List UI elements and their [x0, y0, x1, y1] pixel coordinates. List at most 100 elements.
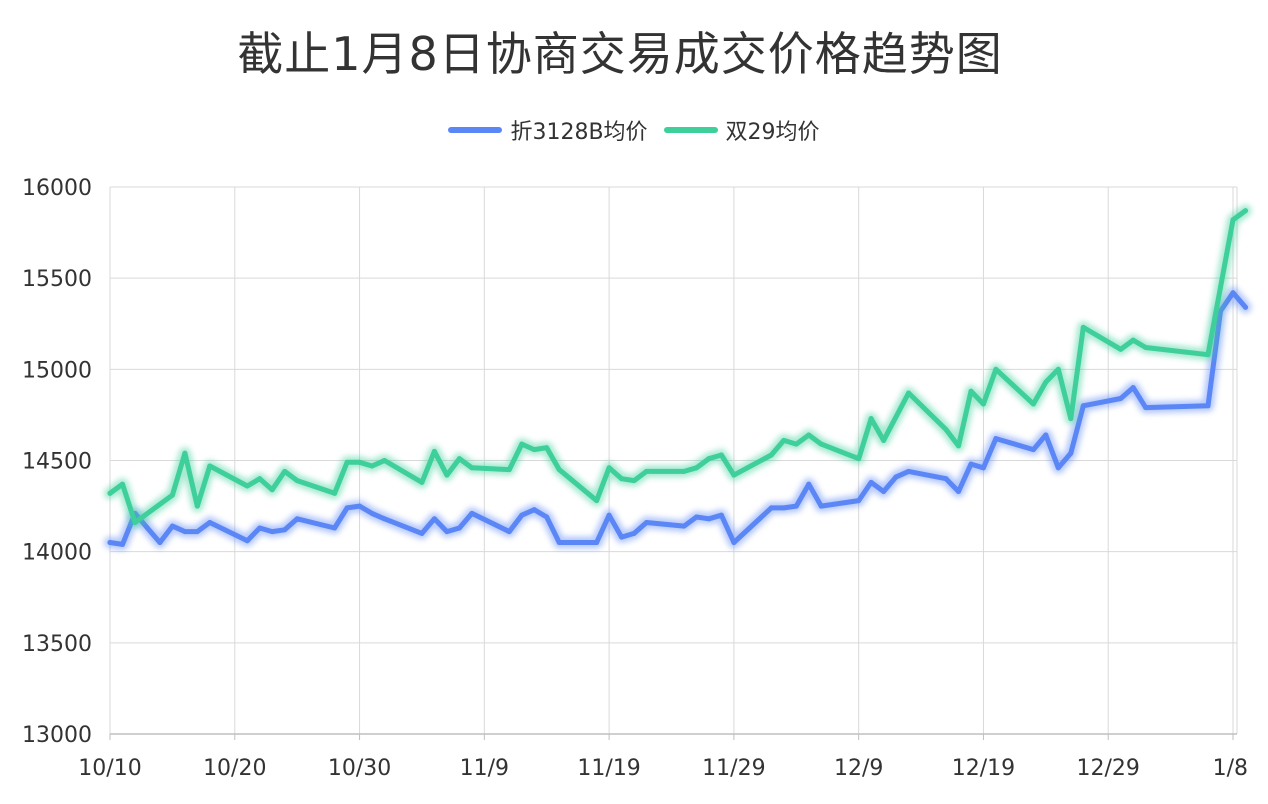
data-point [619, 534, 625, 540]
data-point [968, 388, 974, 394]
data-point [806, 432, 812, 438]
data-point [257, 476, 263, 482]
data-point [107, 540, 113, 546]
y-tick-label: 14000 [22, 541, 92, 566]
data-point [1055, 366, 1061, 372]
data-point [456, 525, 462, 531]
data-point [980, 401, 986, 407]
data-point [444, 529, 450, 535]
legend: 折3128B均价 双29均价 [0, 114, 1268, 146]
data-point [606, 512, 612, 518]
legend-item-series-1[interactable]: 折3128B均价 [448, 114, 648, 146]
data-point [419, 479, 425, 485]
data-point [893, 474, 899, 480]
data-point [544, 445, 550, 451]
series-1 [104, 286, 1252, 551]
data-point [244, 538, 250, 544]
data-point [594, 540, 600, 546]
x-tick-label: 11/9 [460, 756, 509, 781]
data-point [1242, 208, 1248, 214]
data-point [968, 461, 974, 467]
data-point [881, 437, 887, 443]
data-point [431, 516, 437, 522]
data-point [1205, 403, 1211, 409]
data-point [182, 450, 188, 456]
data-point [169, 523, 175, 529]
data-point [631, 530, 637, 536]
data-point [993, 436, 999, 442]
data-point [1242, 304, 1248, 310]
data-point [818, 503, 824, 509]
data-point [768, 505, 774, 511]
legend-swatch-series-2 [663, 127, 718, 133]
data-point [619, 476, 625, 482]
data-point [344, 505, 350, 511]
data-point [718, 512, 724, 518]
data-point [606, 465, 612, 471]
data-point [469, 465, 475, 471]
data-point [906, 468, 912, 474]
data-point [706, 516, 712, 522]
data-point [806, 481, 812, 487]
data-point [194, 529, 200, 535]
data-point [856, 498, 862, 504]
data-point [1218, 284, 1224, 290]
data-point [132, 519, 138, 525]
data-point [469, 510, 475, 516]
series-2 [104, 204, 1252, 529]
data-point [980, 465, 986, 471]
data-point [107, 490, 113, 496]
data-point [531, 507, 537, 513]
y-tick-label: 16000 [22, 176, 92, 201]
data-point [369, 510, 375, 516]
data-point [693, 514, 699, 520]
data-point [382, 458, 388, 463]
data-point [556, 540, 562, 546]
data-point [194, 503, 200, 509]
data-point [544, 514, 550, 520]
legend-swatch-series-1 [448, 127, 503, 133]
data-point [169, 492, 175, 498]
y-tick-label: 15000 [22, 358, 92, 383]
data-point [718, 452, 724, 458]
data-point [519, 512, 525, 518]
x-tick-label: 10/20 [203, 756, 266, 781]
chart-title: 截止1月8日协商交易成交价格趋势图 [237, 27, 1003, 81]
data-point [993, 366, 999, 372]
data-point [693, 465, 699, 471]
data-point [943, 476, 949, 482]
legend-item-series-2[interactable]: 双29均价 [663, 114, 820, 146]
x-tick-label: 11/19 [577, 756, 640, 781]
x-tick-label: 10/30 [328, 756, 391, 781]
data-point [943, 427, 949, 433]
data-point [282, 527, 288, 533]
data-point [257, 525, 263, 531]
data-point [556, 467, 562, 473]
data-point [631, 478, 637, 484]
data-point [144, 525, 150, 531]
data-point [119, 481, 125, 487]
data-point [1030, 401, 1036, 407]
data-point [706, 456, 712, 462]
data-point [955, 443, 961, 449]
data-point [781, 437, 787, 443]
data-point [294, 478, 300, 484]
data-point [1030, 447, 1036, 453]
data-point [1118, 346, 1124, 352]
axes: 13000 13500 14000 14500 15000 15500 16000 10/10… [22, 176, 1248, 781]
data-point [207, 519, 213, 525]
x-tick-label: 11/29 [702, 756, 765, 781]
legend-label-series-2: 双29均价 [725, 120, 820, 145]
data-point [207, 463, 213, 469]
data-point [731, 540, 737, 546]
data-point [868, 416, 874, 422]
data-point [1043, 379, 1049, 385]
data-point [781, 505, 787, 511]
data-point [282, 468, 288, 474]
data-point [906, 390, 912, 396]
data-point [1068, 416, 1074, 422]
data-point [269, 529, 275, 535]
data-point [456, 456, 462, 462]
data-point [244, 483, 250, 489]
